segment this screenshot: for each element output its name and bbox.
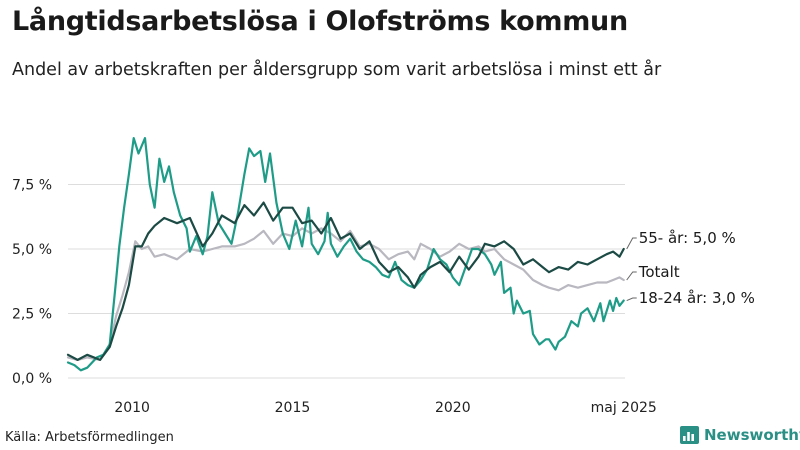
source-note: Källa: Arbetsförmedlingen [5, 430, 174, 445]
x-tick-label: 2010 [114, 400, 150, 416]
end-label-leader-18-24 [626, 297, 637, 302]
end-label-totalt: Totalt [638, 263, 680, 281]
x-tick-label: maj 2025 [591, 400, 657, 416]
series-line-18-24 [66, 137, 625, 372]
end-label-55: 55- år: 5,0 % [639, 229, 736, 247]
newsworthy-logo-icon [680, 426, 699, 444]
y-tick-label: 5,0 % [12, 242, 52, 258]
series-line-55 [66, 201, 625, 361]
brand: Newsworthy [680, 426, 800, 444]
chart-subtitle: Andel av arbetskraften per åldersgrupp s… [12, 60, 662, 80]
y-tick-label: 0,0 % [12, 371, 52, 387]
y-tick-label: 2,5 % [12, 307, 52, 323]
x-tick-label: 2020 [435, 400, 471, 416]
x-tick-label: 2015 [275, 400, 311, 416]
end-label-leader-totalt [626, 271, 637, 281]
end-label-18-24: 18-24 år: 3,0 % [639, 289, 755, 307]
series-line-totalt [66, 227, 625, 361]
end-label-leader-55 [626, 237, 637, 250]
brand-name: Newsworthy [704, 426, 800, 444]
chart-title: Långtidsarbetslösa i Olofströms kommun [12, 6, 628, 37]
y-tick-label: 7,5 % [12, 178, 52, 194]
